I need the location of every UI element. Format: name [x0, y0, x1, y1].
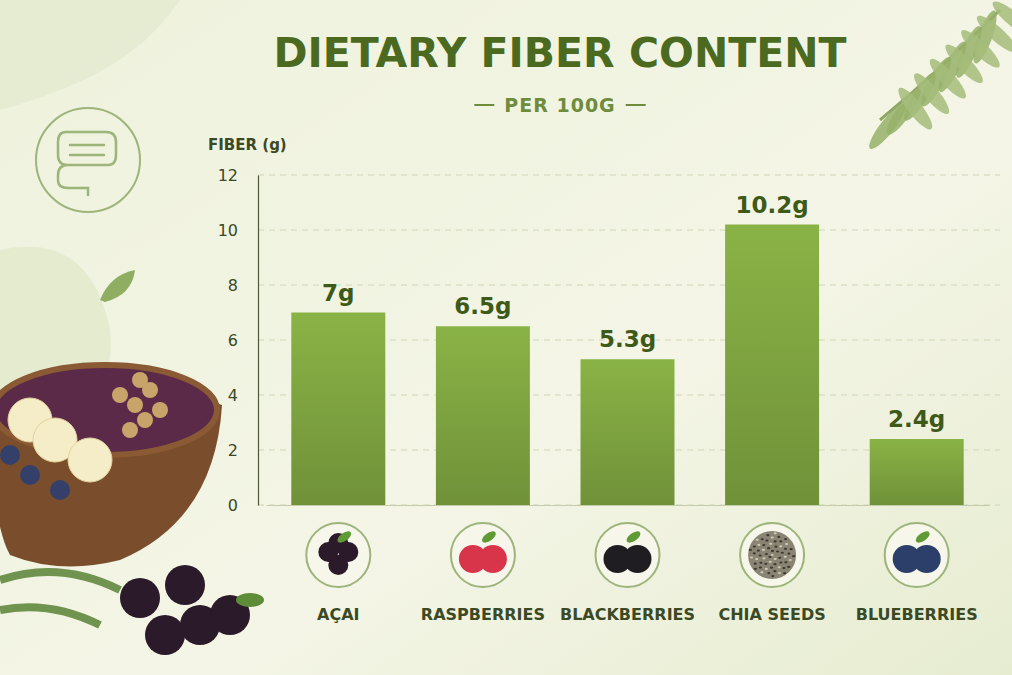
data-label: 6.5g	[454, 293, 511, 319]
bar	[436, 326, 530, 505]
decoration	[0, 0, 1012, 655]
data-label: 2.4g	[888, 406, 945, 432]
y-tick: 6	[228, 331, 258, 350]
y-tick: 4	[228, 386, 258, 405]
grid	[258, 175, 1000, 505]
category-icons	[306, 523, 948, 587]
data-label: 10.2g	[735, 192, 808, 218]
background	[0, 0, 1012, 675]
grid-line	[258, 285, 1000, 286]
y-tick-label: 10	[218, 221, 238, 240]
x-tick-label: RASPBERRIES	[421, 605, 545, 624]
y-axis-title: FIBER (g)	[208, 136, 287, 154]
palm-leaf	[865, 0, 1012, 153]
x-tick-label: AÇAI	[317, 605, 359, 624]
y-tick: 0	[228, 496, 258, 515]
category-icon	[451, 523, 515, 587]
bars	[291, 225, 963, 506]
x-tick: BLACKBERRIES	[560, 505, 695, 624]
grid-line	[258, 175, 1000, 176]
x-axis-line	[267, 505, 990, 506]
x-tick-label: BLUEBERRIES	[856, 605, 978, 624]
grid-line	[258, 230, 1000, 231]
y-axis: 0 2 4 6 8 10 12	[218, 166, 259, 515]
data-labels: 7g 6.5g 5.3g 10.2g 2.4g	[322, 192, 945, 433]
subtitle: PER 100G	[504, 94, 615, 116]
chart-svg: DIETARY FIBER CONTENT PER 100G FIBER (g) 0 2…	[0, 0, 1012, 675]
y-tick: 2	[228, 441, 258, 460]
category-icon	[740, 523, 804, 587]
acai-bowl	[0, 365, 264, 655]
x-axis: AÇAI RASPBERRIES BLACKBERRIES CHIA SEEDS BLU…	[267, 505, 990, 624]
category-icon	[596, 523, 660, 587]
y-tick: 12	[218, 166, 258, 185]
y-tick: 8	[228, 276, 258, 295]
y-tick-label: 0	[228, 496, 238, 515]
bar	[725, 225, 819, 506]
x-tick: RASPBERRIES	[421, 505, 545, 624]
subtitle-dash	[626, 104, 646, 106]
x-tick: BLUEBERRIES	[856, 505, 978, 624]
y-tick-label: 4	[228, 386, 238, 405]
y-tick: 10	[218, 221, 258, 240]
title: DIETARY FIBER CONTENT	[274, 29, 847, 77]
x-tick-label: BLACKBERRIES	[560, 605, 695, 624]
data-label: 7g	[322, 280, 354, 306]
category-icon	[306, 523, 370, 587]
bar	[581, 359, 675, 505]
x-tick-label: CHIA SEEDS	[718, 605, 825, 624]
y-tick-label: 6	[228, 331, 238, 350]
data-label: 5.3g	[599, 326, 656, 352]
subtitle-dash	[474, 104, 494, 106]
bar	[291, 313, 385, 506]
y-tick-label: 12	[218, 166, 238, 185]
category-icon	[885, 523, 949, 587]
y-tick-label: 2	[228, 441, 238, 460]
leaf-icon	[100, 270, 135, 302]
y-axis-line	[258, 176, 259, 506]
x-tick: CHIA SEEDS	[718, 505, 825, 624]
soft-shape	[0, 0, 180, 110]
y-tick-label: 8	[228, 276, 238, 295]
gut-icon	[36, 108, 140, 212]
bar	[870, 439, 964, 505]
